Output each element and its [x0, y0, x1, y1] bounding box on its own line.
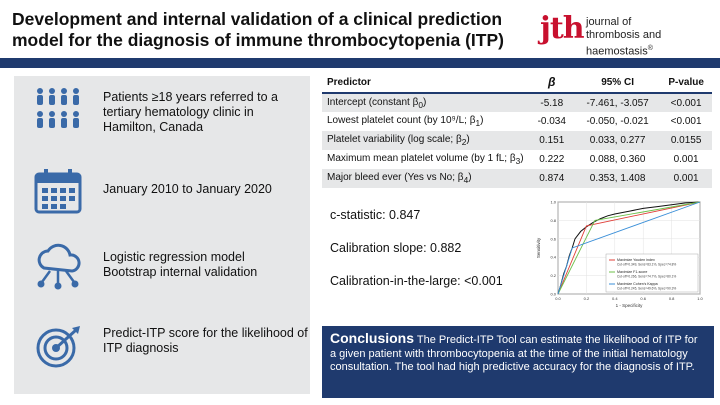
predictor-suffix: ) [520, 153, 524, 164]
cell-beta: -0.034 [537, 116, 566, 127]
roc-curve-chart: 0.0 0.2 0.4 0.6 0.8 1.0 0.0 0.2 0.4 0.6 0.8 1.0 1 - … [536, 200, 704, 309]
calibration-in-the-large: Calibration-in-the-large: <0.001 [330, 274, 503, 288]
cell-beta: 0.222 [539, 154, 565, 165]
cell-ci: 0.088, 0.360 [589, 154, 646, 165]
summary-text-outcome: Predict-ITP score for the likelihood of … [103, 326, 308, 355]
cell-pvalue: 0.001 [660, 169, 712, 188]
cell-predictor: Platelet variability (log scale; β2) [322, 131, 529, 150]
table-row: Platelet variability (log scale; β2) 0.1… [322, 131, 712, 150]
c-statistic: c-statistic: 0.847 [330, 208, 421, 222]
y-tick-label: 1.0 [550, 200, 556, 205]
x-tick-label: 0.2 [584, 296, 590, 301]
cell-beta: 0.874 [528, 169, 575, 188]
cell-ci: 0.353, 1.408 [574, 169, 661, 188]
cell-predictor: Intercept (constant β0) [322, 93, 529, 112]
cell-predictor: Maximum mean platelet volume (by 1 fL; β… [322, 150, 529, 169]
cell-pvalue: <0.001 [670, 116, 702, 127]
cell-predictor: Major bleed ever (Yes vs No; β4) [322, 169, 529, 188]
roc-series-line [557, 201, 701, 295]
y-tick-label: 0.2 [550, 273, 556, 278]
logo-text: journal of thrombosis and haemostasis® [586, 16, 715, 59]
legend-title: Maximize Cohen's Kappa [617, 282, 658, 286]
predictor-text: Intercept (constant β [327, 96, 419, 108]
logo-line-2-wrap: thrombosis and haemostasis® [586, 29, 715, 59]
col-pvalue: P-value [660, 72, 712, 94]
roc-series-line [557, 201, 701, 295]
calibration-slope: Calibration slope: 0.882 [330, 241, 462, 255]
y-tick-label: 0.0 [550, 292, 556, 297]
cell-ci: -7.461, -3.057 [574, 93, 661, 112]
cell-predictor: Lowest platelet count (by 10⁹/L; β1) [322, 112, 529, 131]
x-tick-label: 0.0 [555, 296, 561, 301]
table-row: Maximum mean platelet volume (by 1 fL; β… [322, 150, 712, 169]
conclusions-text: The Predict-ITP Tool can estimate the li… [330, 334, 698, 373]
journal-logo: jth journal of thrombosis and haemostasi… [540, 11, 715, 58]
x-tick-label: 0.4 [612, 296, 618, 301]
cell-beta: -5.18 [528, 93, 575, 112]
y-tick-label: 0.8 [550, 218, 556, 223]
cell-ci: 0.033, 0.277 [574, 131, 661, 150]
page-title: Development and internal validation of a… [12, 9, 504, 50]
cell-pvalue: <0.001 [660, 93, 712, 112]
predictor-suffix: ) [423, 96, 427, 108]
header: Development and internal validation of a… [0, 0, 720, 58]
summary-text-methods: Logistic regression model Bootstrap inte… [103, 250, 308, 280]
table-row: Lowest platelet count (by 10⁹/L; β1) -0.… [322, 112, 712, 131]
predictor-text: Maximum mean platelet volume (by 1 fL; β [327, 153, 516, 164]
y-tick-label: 0.4 [550, 255, 556, 260]
predictor-table: Predictor β 95% CI P-value Intercept (co… [322, 72, 712, 188]
study-summary-panel: Patients ≥18 years referred to a tertiar… [14, 76, 310, 394]
predictor-sub: 0 [418, 99, 423, 110]
cell-pvalue: 0.0155 [660, 131, 712, 150]
y-tick-label: 0.6 [550, 236, 556, 241]
roc-series-line [557, 201, 701, 295]
x-tick-label: 1.0 [697, 296, 703, 301]
cell-pvalue: 0.001 [673, 154, 699, 165]
table-row: Intercept (constant β0) -5.18 -7.461, -3… [322, 93, 712, 112]
col-predictor: Predictor [322, 72, 529, 94]
x-axis-label: 1 - Specificity [616, 303, 644, 308]
predictor-suffix: ) [480, 115, 484, 126]
table-row: Major bleed ever (Yes vs No; β4) 0.874 0… [322, 169, 712, 188]
summary-text-period: January 2010 to January 2020 [103, 182, 272, 196]
conclusions-heading: Conclusions [330, 330, 415, 346]
predictor-suffix: ) [466, 134, 470, 145]
calendar-icon [34, 169, 82, 214]
conclusions-box: Conclusions The Predict-ITP Tool can est… [322, 326, 714, 398]
col-beta: β [528, 72, 575, 94]
legend-detail: Cut-off=0.245, Sens=49.6%, Spec=90.3% [617, 287, 676, 291]
methods-line-2: Bootstrap internal validation [103, 265, 258, 279]
predictor-text: Lowest platelet count (by 10⁹/L; β [327, 115, 476, 126]
legend-detail: Cut-off=0.349, Sens=83.1%, Spec=74.8% [617, 263, 676, 267]
col-ci: 95% CI [574, 72, 661, 94]
predictor-table-wrap: Predictor β 95% CI P-value Intercept (co… [322, 72, 712, 188]
cell-beta: 0.151 [528, 131, 575, 150]
logo-line-1: journal of [586, 16, 632, 28]
logo-mark: jth [540, 11, 585, 46]
predictor-text: Platelet variability (log scale; β [327, 134, 462, 145]
predictor-sub: 2 [461, 137, 467, 147]
legend-title: Maximize Youden index [617, 258, 655, 262]
methods-line-1: Logistic regression model [103, 250, 245, 264]
predictor-sub: 4 [463, 175, 469, 185]
logo-line-2: thrombosis and haemostasis [586, 29, 662, 58]
x-tick-label: 0.6 [640, 296, 646, 301]
legend-title: Maximize F1-score [617, 270, 647, 274]
predictor-sub: 1 [475, 118, 481, 128]
legend-detail: Cut-off=0.266, Sens=74.7%, Spec=80.1% [617, 275, 676, 279]
cell-ci: -0.050, -0.021 [586, 116, 649, 127]
people-group-icon [37, 88, 79, 128]
cloud-network-icon [37, 243, 81, 290]
logo-registered: ® [647, 45, 653, 52]
table-header-row: Predictor β 95% CI P-value [322, 72, 712, 94]
y-axis-label: Sensitivity [536, 237, 541, 258]
predictor-sub: 3 [515, 156, 521, 166]
summary-text-patients: Patients ≥18 years referred to a tertiar… [103, 90, 279, 134]
x-tick-label: 0.8 [669, 296, 675, 301]
legend-box [605, 253, 699, 293]
target-icon [36, 326, 80, 368]
header-divider-bar [0, 58, 720, 68]
predictor-suffix: ) [468, 172, 472, 183]
predictor-text: Major bleed ever (Yes vs No; β [327, 172, 464, 183]
